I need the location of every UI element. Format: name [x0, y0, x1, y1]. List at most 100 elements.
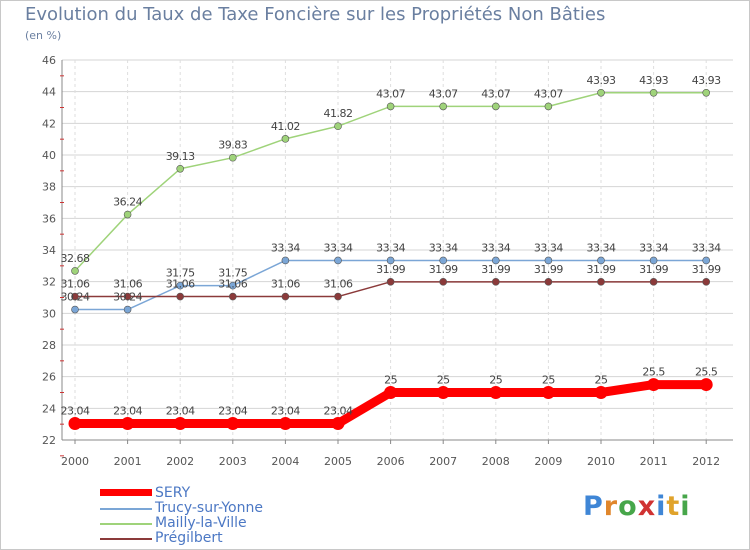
data-point	[439, 256, 448, 265]
data-label: 33.34	[692, 241, 721, 254]
logo-letter: x	[637, 491, 657, 522]
data-label: 31.99	[481, 263, 510, 276]
data-point	[123, 292, 132, 301]
data-point	[491, 256, 500, 265]
data-point	[386, 102, 395, 111]
data-point	[226, 417, 240, 431]
data-label: 31.06	[166, 278, 195, 291]
data-label: 43.93	[587, 74, 616, 87]
data-point	[71, 292, 79, 301]
y-tick-label: 32	[42, 276, 56, 289]
x-tick-label: 2002	[166, 455, 194, 468]
data-point	[123, 210, 132, 219]
data-point	[71, 305, 79, 314]
data-label: 41.82	[324, 107, 353, 120]
legend-item-pregilbert: Prégilbert	[100, 530, 350, 546]
data-label: 25	[384, 374, 397, 387]
data-label: 25	[595, 374, 608, 387]
y-tick-label: 36	[42, 212, 56, 225]
data-label: 31.99	[429, 263, 458, 276]
data-label: 31.06	[218, 278, 247, 291]
data-point	[436, 386, 450, 399]
data-label: 31.99	[376, 263, 405, 276]
data-label: 25.5	[695, 366, 718, 379]
x-tick-label: 2005	[324, 455, 352, 468]
data-point	[229, 153, 237, 162]
chart-title: Evolution du Taux de Taxe Foncière sur l…	[25, 4, 606, 25]
chart-subtitle: (en %)	[25, 29, 62, 42]
data-point	[702, 278, 711, 286]
legend-item-sery: SERY	[100, 485, 350, 501]
y-tick-label: 26	[42, 371, 56, 384]
data-point	[281, 135, 290, 143]
data-label: 33.34	[534, 241, 563, 254]
data-point	[541, 386, 555, 399]
logo-letter: o	[618, 491, 638, 522]
data-point	[439, 278, 448, 286]
legend-label-mailly: Mailly-la-Ville	[155, 515, 247, 531]
x-tick-label: 2001	[114, 455, 142, 468]
data-label: 25	[542, 374, 555, 387]
x-tick-label: 2009	[534, 455, 562, 468]
x-tick-label: 2008	[482, 455, 510, 468]
data-point	[594, 386, 608, 399]
x-tick-label: 2011	[640, 455, 668, 468]
data-label: 39.13	[166, 150, 195, 163]
data-point	[278, 417, 292, 431]
data-point	[699, 378, 713, 392]
data-point	[649, 256, 658, 265]
data-label: 43.07	[429, 87, 458, 100]
y-tick-label: 44	[42, 86, 56, 99]
data-label: 23.04	[61, 405, 90, 418]
data-point	[439, 102, 448, 111]
data-label: 25	[489, 374, 502, 387]
y-tick-label: 46	[42, 54, 56, 67]
data-point	[121, 417, 135, 431]
data-label: 23.04	[324, 405, 353, 418]
x-tick-label: 2004	[271, 455, 299, 468]
data-point	[176, 164, 184, 173]
data-point	[647, 378, 661, 392]
data-point	[176, 292, 184, 301]
data-point	[386, 278, 395, 286]
legend-swatch-pregilbert	[100, 538, 152, 540]
data-label: 31.99	[534, 263, 563, 276]
data-point	[281, 256, 290, 265]
data-point	[386, 256, 395, 265]
data-point	[331, 417, 345, 431]
x-tick-label: 2006	[377, 455, 405, 468]
legend-label-pregilbert: Prégilbert	[155, 530, 223, 546]
data-point	[597, 256, 605, 265]
data-label: 23.04	[218, 405, 247, 418]
data-label: 23.04	[271, 405, 300, 418]
data-label: 30.24	[61, 291, 90, 304]
data-point	[71, 267, 79, 275]
data-label: 31.06	[113, 278, 142, 291]
data-label: 31.75	[218, 267, 247, 280]
data-label: 31.06	[324, 278, 353, 291]
legend-item-mailly: Mailly-la-Ville	[100, 515, 350, 531]
proxiti-logo: Proxiti	[583, 491, 691, 522]
data-point	[173, 417, 187, 431]
data-label: 43.93	[639, 74, 668, 87]
data-point	[544, 278, 553, 286]
data-label: 25.5	[642, 366, 665, 379]
data-point	[334, 256, 342, 265]
data-label: 25	[437, 374, 450, 387]
y-tick-label: 30	[42, 307, 56, 320]
y-tick-label: 40	[42, 149, 56, 162]
data-point	[491, 278, 500, 286]
legend-swatch-trucy	[100, 508, 152, 510]
y-tick-label: 38	[42, 181, 56, 194]
data-label: 33.34	[587, 241, 616, 254]
data-label: 41.02	[271, 120, 300, 133]
data-label: 31.06	[61, 278, 90, 291]
data-label: 23.04	[113, 405, 142, 418]
data-point	[334, 122, 342, 130]
data-label: 30.24	[113, 291, 142, 304]
data-point	[281, 292, 290, 301]
data-label: 39.83	[218, 139, 247, 152]
data-label: 33.34	[376, 241, 405, 254]
y-tick-label: 28	[42, 339, 56, 352]
